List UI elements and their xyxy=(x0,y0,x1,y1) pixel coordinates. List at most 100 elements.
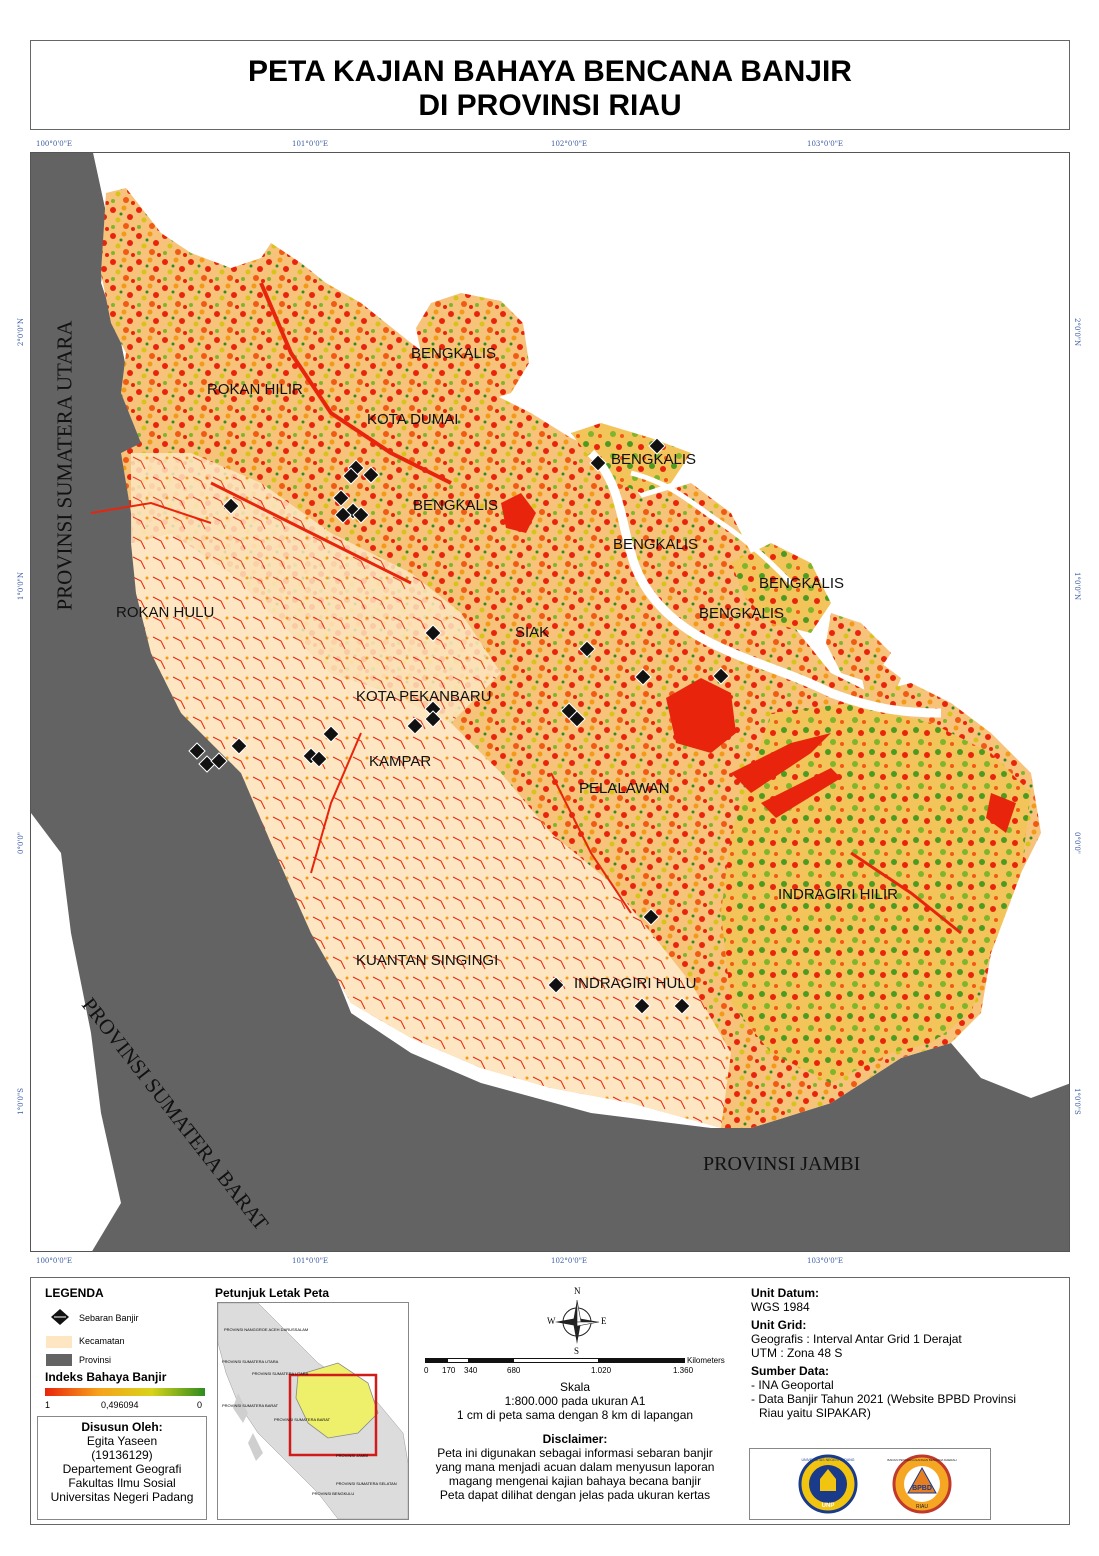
flood-marker-icon xyxy=(310,750,328,768)
scale-label: Skala xyxy=(559,1380,591,1394)
inset-label: PROVINSI JAMBI xyxy=(336,1453,368,1458)
scale-tick: 340 xyxy=(464,1366,478,1375)
compass-west: W xyxy=(547,1316,556,1326)
flood-marker-icon xyxy=(633,997,651,1015)
flood-marker-icon xyxy=(334,506,352,524)
district-label: SIAK xyxy=(515,624,550,641)
coord-right-2: 1°0'0"N xyxy=(1073,572,1081,601)
logos-canvas: UNP UNIVERSITAS NEGERI PADANG BPBD RIAU … xyxy=(798,1454,957,1514)
legend-swatch-kecamatan xyxy=(46,1336,72,1348)
flood-marker-icon xyxy=(322,725,340,743)
flood-marker-icon xyxy=(332,489,350,507)
coord-right-1: 2°0'0"N xyxy=(1073,318,1081,347)
author-title: Disusun Oleh: xyxy=(81,1420,163,1434)
flood-marker-icon xyxy=(634,668,652,686)
scale-tick: 1.020 xyxy=(591,1366,612,1375)
flood-marker-icon xyxy=(342,467,360,485)
coord-top-1: 100°0'0"E xyxy=(36,140,73,148)
flood-marker-icon xyxy=(362,466,380,484)
inset-label: PROVINSI SUMATERA UTARA xyxy=(222,1359,279,1364)
flood-marker-icon xyxy=(712,667,730,685)
inset-label: PROVINSI SUMATERA BARAT xyxy=(274,1417,331,1422)
datum-value: WGS 1984 xyxy=(751,1300,810,1314)
flood-marker-icon xyxy=(352,506,370,524)
flood-marker-icon xyxy=(424,624,442,642)
bengkalis-island-north xyxy=(416,293,529,403)
district-label: BENGKALIS xyxy=(699,605,785,622)
inset-map: PROVINSI NANGGROE ACEH DARUSSALAM PROVIN… xyxy=(217,1302,409,1520)
flood-marker-icon xyxy=(648,437,666,455)
legend-swatch-provinsi xyxy=(46,1354,72,1366)
bpbd-logo-sub: RIAU xyxy=(916,1504,928,1510)
map-canvas xyxy=(31,153,1069,1251)
scale-ratio: 1:800.000 pada ukuran A1 xyxy=(504,1394,646,1408)
source-title: Sumber Data: xyxy=(751,1364,830,1378)
district-label: INDRAGIRI HULU xyxy=(574,975,697,992)
inset-label: PROVINSI BENGKULU xyxy=(312,1491,354,1496)
district-label: KUANTAN SINGINGI xyxy=(356,952,499,969)
disclaimer-line: magang mengenai kajian bahaya becana ban… xyxy=(448,1474,702,1488)
inset-label: PROVINSI NANGGROE ACEH DARUSSALAM xyxy=(224,1327,308,1332)
author-line: Universitas Negeri Padang xyxy=(50,1490,194,1504)
province-label-sumut: PROVINSI SUMATERA UTARA xyxy=(52,320,77,611)
legend-item-flood xyxy=(49,1308,71,1331)
grid-line: UTM : Zona 48 S xyxy=(751,1346,843,1360)
compass-rose: N S E W xyxy=(547,1286,607,1356)
disclaimer-line: Peta ini digunakan sebagai informasi seb… xyxy=(437,1446,713,1460)
flood-markers xyxy=(188,437,730,1015)
district-label: ROKAN HILIR xyxy=(207,381,303,398)
author-line: Fakultas Ilmu Sosial xyxy=(68,1476,176,1490)
bpbd-logo-ring-text: BADAN PENANGGULANGAN BENCANA DAERAH xyxy=(887,1458,956,1462)
coord-bottom-3: 102°0'0"E xyxy=(551,1257,588,1265)
coord-top-3: 102°0'0"E xyxy=(551,140,588,148)
province-label-jambi: PROVINSI JAMBI xyxy=(703,1153,861,1175)
scale-tick: 680 xyxy=(507,1366,521,1375)
flood-marker-icon xyxy=(230,737,248,755)
flood-marker-icon xyxy=(673,997,691,1015)
index-mid-label: 0,496094 xyxy=(101,1400,139,1410)
district-label: KOTA PEKANBARU xyxy=(356,688,492,705)
bpbd-logo-icon: BPBD RIAU BADAN PENANGGULANGAN BENCANA D… xyxy=(887,1454,957,1514)
inset-title: Petunjuk Letak Peta xyxy=(215,1286,330,1300)
scale-text-block: Skala 1:800.000 pada ukuran A1 1 cm di p… xyxy=(415,1380,735,1502)
index-title: Indeks Bahaya Banjir xyxy=(45,1370,167,1384)
flood-marker-icon xyxy=(406,717,424,735)
coord-bottom-1: 100°0'0"E xyxy=(36,1257,73,1265)
flood-marker-icon xyxy=(210,752,228,770)
coord-left-2: 1°0'0"N xyxy=(17,572,25,601)
district-label: KAMPAR xyxy=(369,753,432,770)
unp-logo-icon: UNP UNIVERSITAS NEGERI PADANG xyxy=(798,1454,858,1514)
coord-right-3: 0°0'0" xyxy=(1073,832,1081,855)
bpbd-logo-text: BPBD xyxy=(912,1485,932,1492)
scale-tick: 1.360 xyxy=(673,1366,694,1375)
flood-marker-icon xyxy=(222,497,240,515)
logos-box: UNP UNIVERSITAS NEGERI PADANG BPBD RIAU … xyxy=(749,1448,991,1520)
author-line: Departement Geografi xyxy=(62,1462,182,1476)
coord-top-4: 103°0'0"E xyxy=(807,140,844,148)
map-title-line1: PETA KAJIAN BAHAYA BENCANA BANJIR xyxy=(248,55,852,88)
district-label: BENGKALIS xyxy=(611,451,697,468)
datum-title: Unit Datum: xyxy=(751,1286,819,1300)
unp-logo-ring-text: UNIVERSITAS NEGERI PADANG xyxy=(802,1458,855,1462)
district-label: PELALAWAN xyxy=(579,780,670,797)
district-label: BENGKALIS xyxy=(411,345,497,362)
legend-label-provinsi: Provinsi xyxy=(79,1355,112,1365)
scale-bar xyxy=(425,1358,685,1364)
flood-marker-icon xyxy=(578,640,596,658)
compass-north: N xyxy=(574,1286,581,1296)
grid-line: Geografis : Interval Antar Grid 1 Deraja… xyxy=(751,1332,962,1346)
disclaimer-title: Disclaimer: xyxy=(542,1432,608,1446)
coord-right-4: 1°0'0"S xyxy=(1073,1088,1081,1115)
legend-panel: LEGENDA Sebaran Banjir Kecamatan Provins… xyxy=(30,1277,1070,1525)
flood-marker-icon xyxy=(547,976,565,994)
author-line: Egita Yaseen xyxy=(86,1434,158,1448)
flood-marker-icon xyxy=(589,454,607,472)
author-box: Disusun Oleh: Egita Yaseen (19136129) De… xyxy=(37,1416,207,1520)
inset-label: PROVINSI SUMATERA SELATAN xyxy=(336,1481,397,1486)
info-column: Unit Datum: WGS 1984 Unit Grid: Geografi… xyxy=(751,1286,1061,1420)
index-right-label: 0 xyxy=(197,1400,203,1410)
author-line: (19136129) xyxy=(91,1448,153,1462)
flood-marker-icon xyxy=(188,742,206,760)
coord-bottom-4: 103°0'0"E xyxy=(807,1257,844,1265)
compass-east: E xyxy=(601,1316,607,1326)
